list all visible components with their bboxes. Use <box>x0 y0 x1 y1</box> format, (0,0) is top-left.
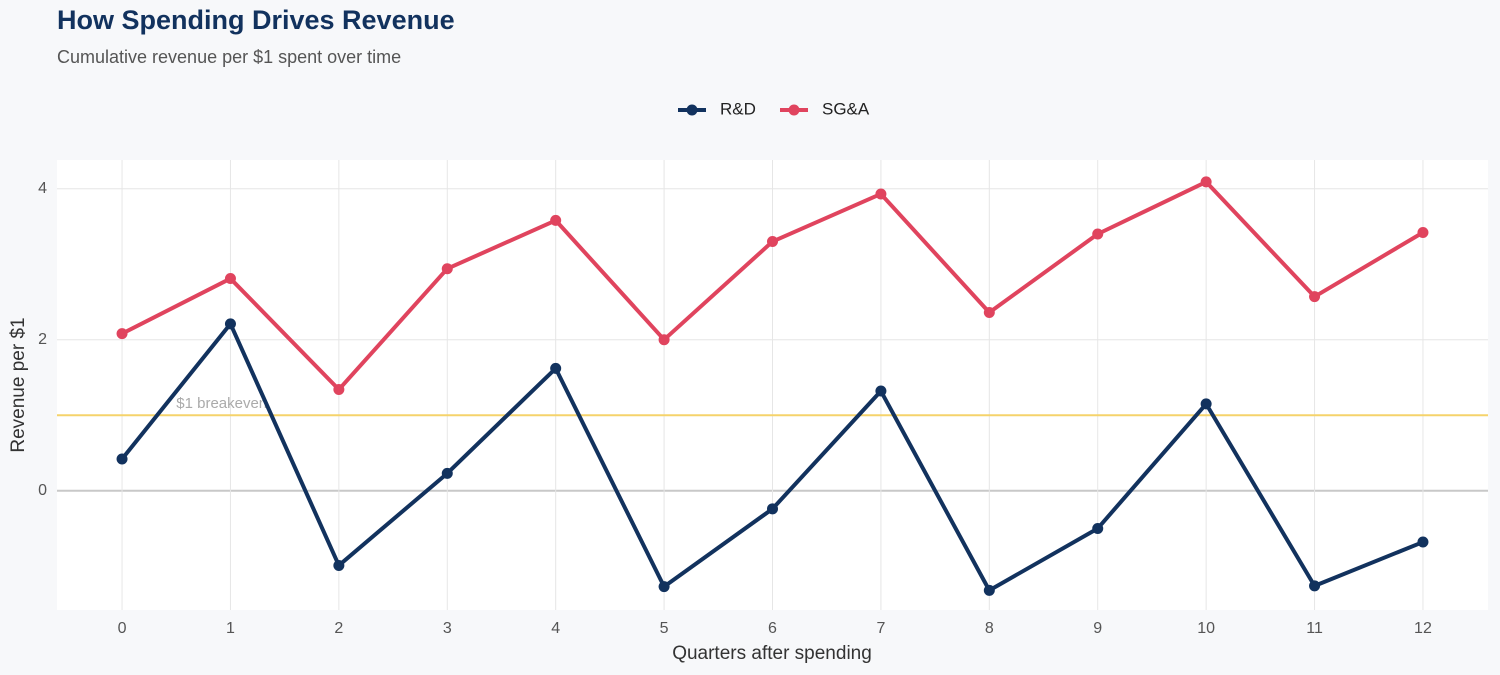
data-point <box>224 318 236 330</box>
data-point <box>875 188 887 200</box>
data-point <box>658 334 670 346</box>
x-tick-label: 12 <box>1414 620 1432 637</box>
x-tick-label: 8 <box>985 620 994 637</box>
data-point <box>1200 398 1212 410</box>
data-point <box>1309 291 1321 303</box>
y-tick-label: 0 <box>38 482 47 499</box>
data-point <box>875 385 887 397</box>
data-point <box>983 584 995 596</box>
x-tick-label: 3 <box>443 620 452 637</box>
legend-marker <box>788 104 800 116</box>
data-point <box>1309 580 1321 592</box>
y-tick-label: 4 <box>38 180 47 197</box>
data-point <box>550 362 562 374</box>
x-tick-label: 11 <box>1306 620 1323 637</box>
data-point <box>441 467 453 479</box>
x-tick-label: 9 <box>1093 620 1102 637</box>
data-point <box>1092 522 1104 534</box>
data-point <box>441 263 453 275</box>
data-point <box>767 503 778 515</box>
x-tick-label: 0 <box>118 620 127 637</box>
x-tick-label: 10 <box>1197 620 1215 637</box>
data-point <box>658 581 670 593</box>
data-point <box>1092 228 1104 240</box>
data-point <box>116 453 128 465</box>
x-tick-label: 2 <box>334 620 343 637</box>
legend-label: R&D <box>720 99 756 118</box>
data-point <box>550 214 562 226</box>
data-point <box>224 273 236 285</box>
x-tick-label: 4 <box>551 620 560 637</box>
y-tick-label: 2 <box>38 331 47 348</box>
data-point <box>1200 176 1212 188</box>
chart-title: How Spending Drives Revenue <box>57 5 455 35</box>
data-point <box>983 307 995 319</box>
x-tick-label: 1 <box>226 620 235 637</box>
reference-label: $1 breakeven <box>176 395 267 412</box>
data-point <box>1417 226 1429 238</box>
data-point <box>1417 536 1429 548</box>
data-point <box>116 328 128 340</box>
legend-marker <box>686 104 698 116</box>
legend-label: SG&A <box>822 99 870 118</box>
x-tick-label: 6 <box>768 620 777 637</box>
data-point <box>333 384 345 396</box>
y-axis-title: Revenue per $1 <box>8 317 29 452</box>
data-point <box>333 559 345 571</box>
x-tick-label: 7 <box>876 620 885 637</box>
chart-subtitle: Cumulative revenue per $1 spent over tim… <box>57 47 401 67</box>
data-point <box>767 236 778 248</box>
x-axis-title: Quarters after spending <box>672 643 872 664</box>
x-tick-label: 5 <box>660 620 669 637</box>
